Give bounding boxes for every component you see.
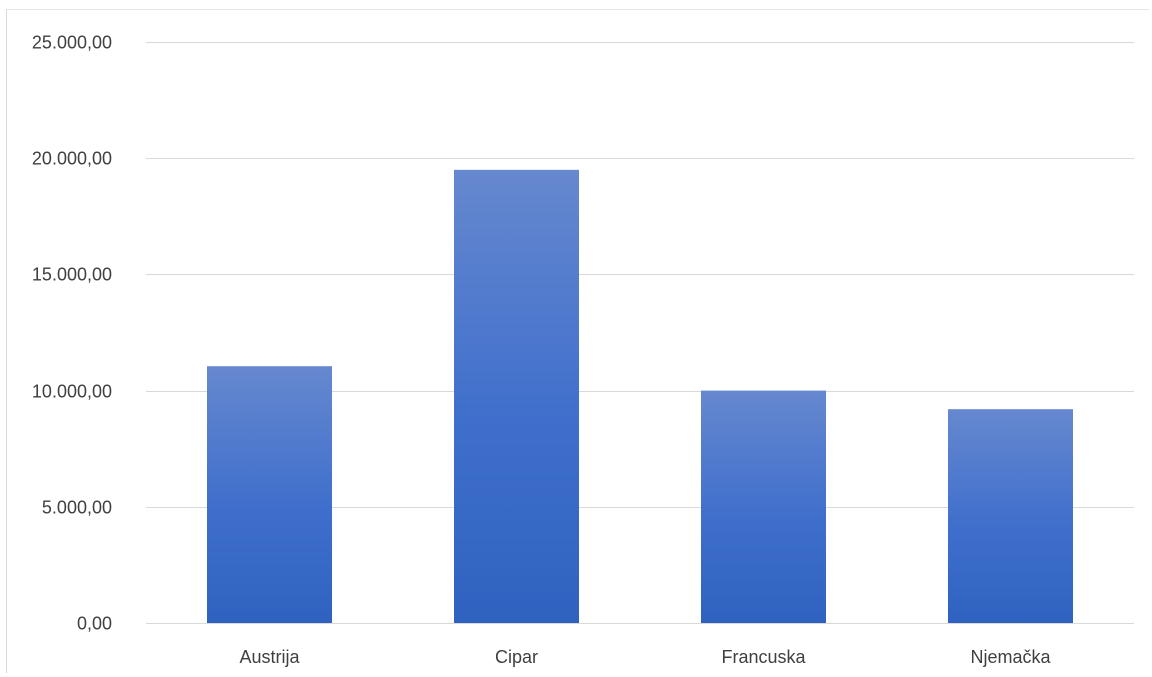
x-category-label: Njemačka bbox=[970, 647, 1051, 667]
y-tick-label: 20.000,00 bbox=[32, 149, 112, 169]
y-axis-ticks: 0,00 5.000,00 10.000,00 15.000,00 20.000,00 2… bbox=[32, 33, 112, 634]
y-tick-label: 15.000,00 bbox=[32, 265, 112, 285]
x-axis-categories: Austrija Cipar Francuska Njemačka bbox=[239, 647, 1051, 667]
bars bbox=[207, 169, 1073, 623]
bar-cipar bbox=[454, 169, 579, 623]
y-tick-label: 25.000,00 bbox=[32, 33, 112, 53]
y-tick-label: 5.000,00 bbox=[42, 498, 112, 518]
y-tick-label: 10.000,00 bbox=[32, 382, 112, 402]
bar-austrija bbox=[207, 366, 332, 623]
x-category-label: Austrija bbox=[239, 647, 300, 667]
y-tick-label: 0,00 bbox=[77, 614, 112, 634]
bar-francuska bbox=[701, 390, 826, 623]
bar-njemačka bbox=[948, 409, 1073, 623]
x-category-label: Francuska bbox=[721, 647, 806, 667]
x-category-label: Cipar bbox=[495, 647, 538, 667]
